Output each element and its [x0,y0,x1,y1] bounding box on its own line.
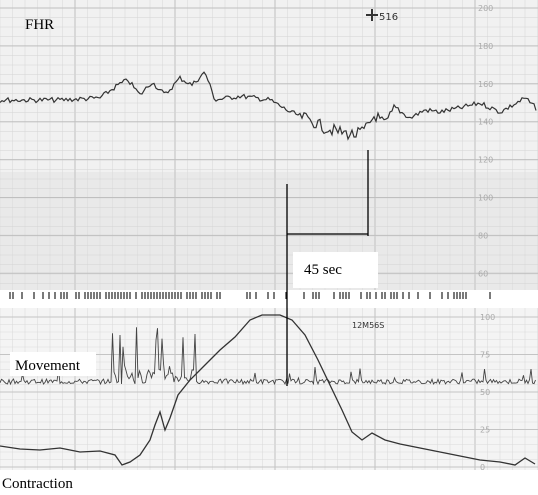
fhr-scale-label: 120 [478,156,493,165]
toco-scale-label: 50 [480,388,490,397]
marker-label: 516 [379,12,398,23]
timestamp: 12M56S [352,321,384,330]
movement-box [10,352,96,376]
grid: 200 180 160 140 120 100 80 60 100 75 50 25 0 [0,0,538,472]
toco-scale-label: 75 [480,351,490,360]
toco-scale-label: 100 [480,313,495,322]
fhr-lower-band [0,172,538,290]
toco-panel [0,308,538,470]
contraction-label: Contraction [2,476,73,492]
fhr-scale-label: 160 [478,80,493,89]
interval-label: 45 sec [304,262,342,278]
marker-cross [366,9,378,21]
interval-box [293,252,378,288]
fhr-trace [0,71,537,141]
fhr-scale-label: 140 [478,118,493,127]
fhr-scale-label: 180 [478,42,493,51]
movement-trace [0,327,536,386]
fhr-label: FHR [25,17,54,33]
fhr-scale-label: 80 [478,231,488,240]
time-ticks [9,292,491,299]
toco-scale-label: 0 [480,463,485,472]
toco-scale-label: 25 [480,426,490,435]
fhr-scale-label: 100 [478,194,493,203]
fhr-scale-label: 60 [478,269,488,278]
fhr-scale-label: 200 [478,4,493,13]
contraction-trace [0,314,536,466]
movement-label: Movement [15,358,81,374]
